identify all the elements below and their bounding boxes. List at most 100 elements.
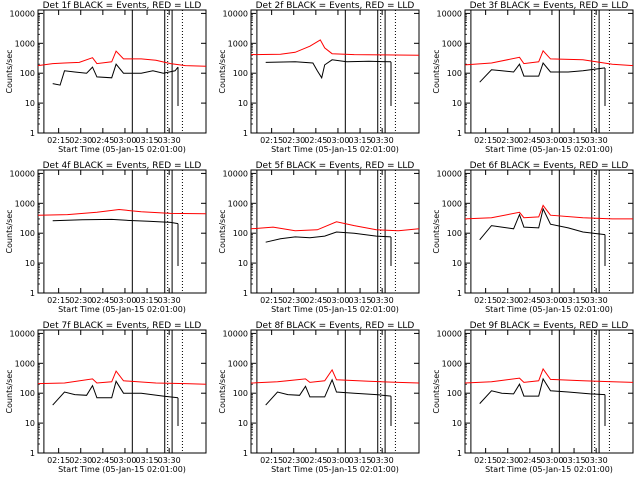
y-tick-label: 10 [238, 99, 248, 108]
y-tick-label: 10 [25, 419, 35, 428]
x-tick-label: 03:30 [585, 456, 608, 465]
x-tick-label: 03:00 [540, 136, 563, 145]
x-axis-label: Start Time (05-Jan-15 02:01:00) [485, 305, 613, 314]
x-tick-label: 03:15 [563, 296, 586, 305]
y-tick-label: 10000 [223, 169, 248, 178]
x-tick-label: 03:30 [371, 136, 394, 145]
events-series-line [479, 377, 606, 404]
lld-series-line [37, 50, 207, 67]
x-tick-label: 03:30 [585, 296, 608, 305]
y-axis-label: Counts/sec [5, 209, 14, 253]
lld-series-line [37, 370, 207, 385]
y-tick-label: 10000 [437, 329, 462, 338]
y-tick-label: 10 [25, 99, 35, 108]
x-axis-label: Start Time (05-Jan-15 02:01:00) [58, 465, 186, 474]
y-tick-label: 100 [233, 229, 248, 238]
y-axis-label: Counts/sec [432, 369, 441, 413]
y-tick-label: 10 [238, 259, 248, 268]
plot-frame [37, 329, 207, 454]
y-axis-label: Counts/sec [432, 49, 441, 93]
panel-4: Det 4f BLACK = Events, RED = LLD 1 10 100 10… [5, 161, 207, 314]
events-series-line [265, 231, 392, 243]
y-tick-label: 100 [447, 229, 462, 238]
x-tick-label: 02:15 [47, 456, 70, 465]
x-tick-label: 03:30 [585, 136, 608, 145]
x-tick-label: 03:15 [136, 456, 159, 465]
y-tick-label: 10000 [10, 329, 35, 338]
plot-frame [37, 169, 207, 294]
y-tick-label: 100 [233, 389, 248, 398]
chart-title: Det 1f BLACK = Events, RED = LLD [43, 1, 202, 11]
y-tick-label: 1000 [442, 359, 462, 368]
y-tick-label: 1000 [15, 39, 35, 48]
x-tick-label: 03:30 [158, 296, 181, 305]
plot-frame [250, 9, 420, 134]
y-tick-label: 10000 [223, 329, 248, 338]
x-tick-label: 02:45 [518, 456, 541, 465]
chart-title: Det 5f BLACK = Events, RED = LLD [256, 161, 415, 171]
plot-frame [250, 329, 420, 454]
x-tick-label: 02:30 [282, 296, 305, 305]
x-tick-label: 03:00 [326, 296, 349, 305]
lld-series-line [37, 208, 207, 216]
x-tick-label: 02:30 [69, 136, 92, 145]
events-series-line [479, 207, 606, 241]
x-tick-label: 03:00 [540, 456, 563, 465]
x-axis-label: Start Time (05-Jan-15 02:01:00) [58, 305, 186, 314]
chart-title: Det 2f BLACK = Events, RED = LLD [256, 1, 415, 11]
chart-title: Det 4f BLACK = Events, RED = LLD [43, 161, 202, 171]
y-axis-label: Counts/sec [218, 369, 227, 413]
x-tick-label: 02:30 [496, 136, 519, 145]
chart-title: Det 6f BLACK = Events, RED = LLD [470, 161, 629, 171]
y-tick-label: 1 [457, 129, 462, 138]
y-tick-label: 1000 [228, 39, 248, 48]
x-tick-label: 03:15 [349, 136, 372, 145]
x-axis-label: Start Time (05-Jan-15 02:01:00) [485, 465, 613, 474]
y-axis-label: Counts/sec [218, 209, 227, 253]
panel-3: Det 3f BLACK = Events, RED = LLD 1 10 100 10… [432, 1, 634, 154]
panel-2: Det 2f BLACK = Events, RED = LLD 1 10 100 10… [218, 1, 420, 154]
y-tick-label: 100 [20, 69, 35, 78]
x-tick-label: 02:30 [282, 456, 305, 465]
x-tick-label: 02:30 [496, 296, 519, 305]
x-axis-label: Start Time (05-Jan-15 02:01:00) [58, 145, 186, 154]
x-axis-label: Start Time (05-Jan-15 02:01:00) [271, 465, 399, 474]
chart-title: Det 8f BLACK = Events, RED = LLD [256, 321, 415, 331]
y-tick-label: 10 [238, 419, 248, 428]
x-tick-label: 03:00 [540, 296, 563, 305]
y-tick-label: 1 [30, 289, 35, 298]
x-tick-label: 02:30 [282, 136, 305, 145]
y-tick-label: 1000 [442, 39, 462, 48]
y-axis-label: Counts/sec [218, 49, 227, 93]
lld-series-line [464, 367, 634, 384]
x-tick-label: 03:30 [371, 296, 394, 305]
y-tick-label: 1 [243, 129, 248, 138]
y-tick-label: 10000 [10, 169, 35, 178]
plot-frame [464, 329, 634, 454]
x-tick-label: 02:30 [69, 456, 92, 465]
x-tick-label: 02:45 [91, 456, 114, 465]
y-tick-label: 1000 [15, 199, 35, 208]
x-tick-label: 03:15 [136, 136, 159, 145]
chart-title: Det 9f BLACK = Events, RED = LLD [470, 321, 629, 331]
x-tick-label: 02:45 [518, 296, 541, 305]
lld-series-line [464, 204, 633, 220]
y-tick-label: 1 [457, 289, 462, 298]
x-tick-label: 02:30 [496, 456, 519, 465]
x-tick-label: 02:45 [518, 136, 541, 145]
y-tick-label: 10 [452, 99, 462, 108]
panel-8: Det 8f BLACK = Events, RED = LLD 1 10 100 10… [218, 321, 420, 474]
y-tick-label: 1 [457, 449, 462, 458]
x-tick-label: 03:30 [158, 136, 181, 145]
x-tick-label: 02:45 [304, 296, 327, 305]
chart-title: Det 7f BLACK = Events, RED = LLD [43, 321, 202, 331]
events-series-line [265, 59, 392, 80]
y-axis-label: Counts/sec [432, 209, 441, 253]
x-tick-label: 02:15 [260, 456, 283, 465]
x-tick-label: 03:15 [349, 456, 372, 465]
x-tick-label: 02:45 [304, 136, 327, 145]
plot-frame [464, 169, 634, 294]
y-tick-label: 1 [243, 449, 248, 458]
x-axis-label: Start Time (05-Jan-15 02:01:00) [271, 305, 399, 314]
